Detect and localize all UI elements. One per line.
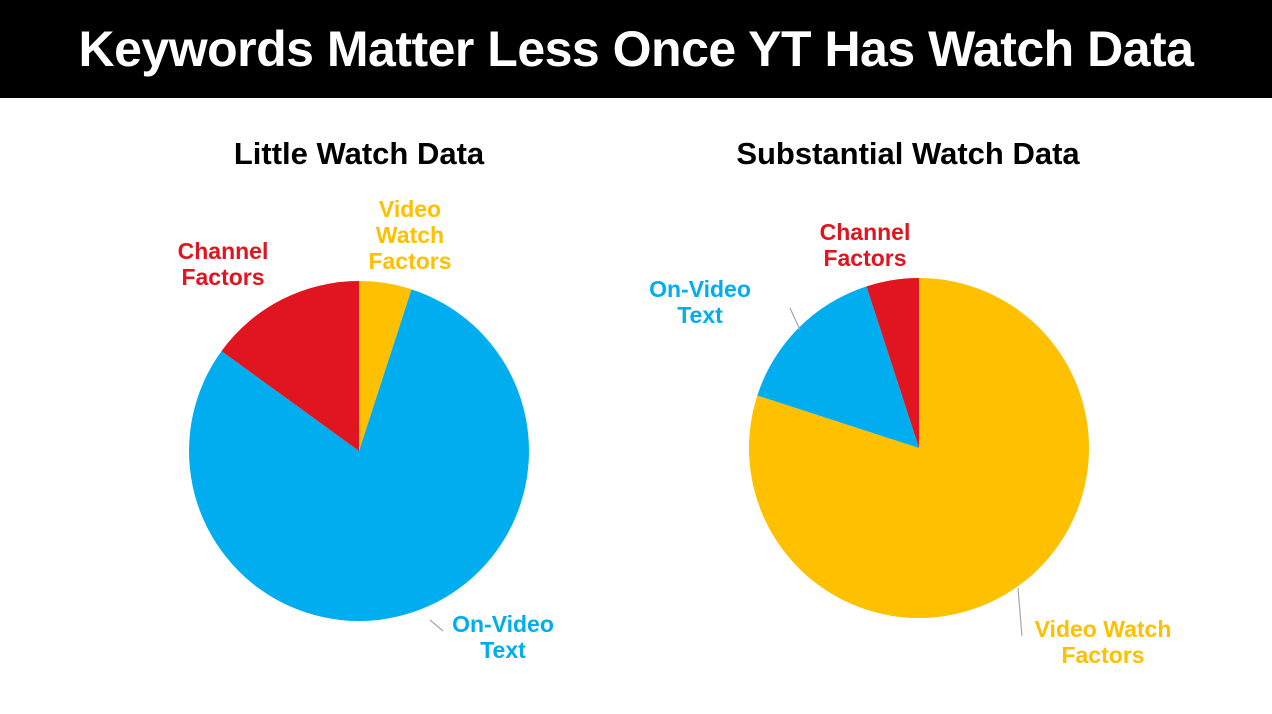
pie-little-watch-data: Video Watch Factors On-Video Text Channel Fact… xyxy=(178,196,554,663)
slice-label-on-video-text: On-Video Text xyxy=(452,611,554,663)
slice-label-video-watch-factors: Video Watch Factors xyxy=(368,196,451,274)
chart-title-little-watch-data: Little Watch Data xyxy=(233,136,485,171)
pie-slice-channel-factors xyxy=(221,281,359,451)
pie-substantial-watch-data: Video Watch Factors On-Video Text Channel Fac… xyxy=(649,219,1171,668)
chart-title-substantial-watch-data: Substantial Watch Data xyxy=(736,136,1080,171)
pie-slice-video-watch-factors xyxy=(359,281,412,451)
slice-label-video-watch-factors: Video Watch Factors xyxy=(1035,616,1172,668)
page-title: Keywords Matter Less Once YT Has Watch D… xyxy=(78,21,1194,77)
slice-label-channel-factors: Channel Factors xyxy=(178,238,269,290)
leader-line-on-video-text xyxy=(429,619,444,632)
slice-label-on-video-text: On-Video Text xyxy=(649,276,751,328)
pie-slice-on-video-text xyxy=(189,289,530,622)
header-banner: Keywords Matter Less Once YT Has Watch D… xyxy=(0,0,1272,98)
leader-line-on-video-text xyxy=(789,307,801,331)
slice-label-channel-factors: Channel Factors xyxy=(820,219,911,271)
pie-slice-on-video-text xyxy=(757,286,919,448)
leader-line-video-watch-factors xyxy=(1017,587,1023,637)
pie-slice-video-watch-factors xyxy=(749,278,1090,619)
pie-slice-channel-factors xyxy=(866,278,919,448)
